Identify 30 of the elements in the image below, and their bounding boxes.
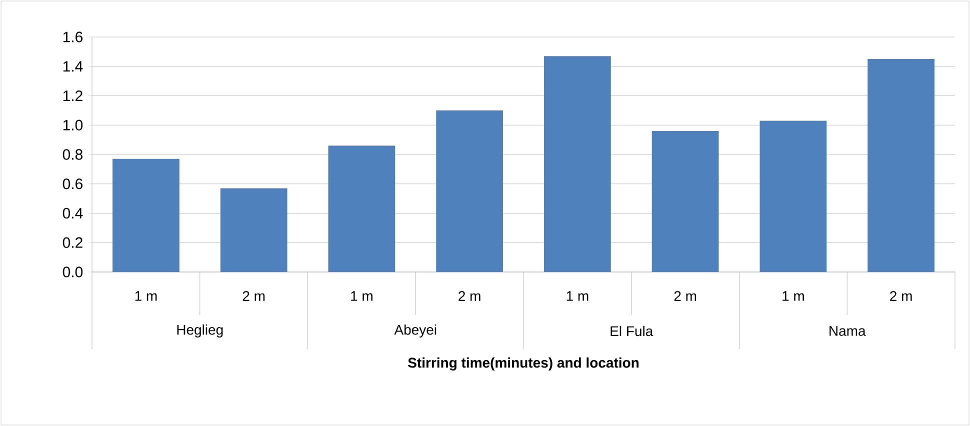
x-tick-label: 1 m (135, 291, 157, 301)
bar (436, 110, 503, 272)
x-tick-label: 1 m (566, 291, 588, 301)
y-tick-label: 0.6 (62, 178, 82, 190)
x-tick-label: 1 m (351, 291, 372, 301)
bar (868, 59, 934, 272)
text: El Fula (610, 326, 654, 336)
bar (328, 146, 396, 272)
x-tick-label: 2 m (674, 291, 696, 301)
bar (112, 158, 180, 272)
y-tick-label: 1.0 (63, 120, 83, 130)
text: Abeyei (394, 324, 436, 338)
x-tick-label: 1 m (782, 291, 804, 301)
y-tick-label: 1.4 (63, 61, 83, 72)
y-tick-label: 0.2 (62, 237, 82, 248)
y-tick-label: 1.2 (63, 90, 82, 101)
x-tick-label: 2 m (458, 291, 480, 301)
bar (652, 130, 719, 272)
y-tick-label: 1.6 (63, 32, 82, 42)
y-tick-label: 0.4 (62, 208, 83, 219)
x-tick-label: 2 m (242, 291, 265, 301)
bar (760, 120, 827, 272)
x-axis-title: Stirring time(minutes) and location (408, 357, 639, 371)
x-tick-label: 2 m (890, 291, 912, 301)
y-tick-label: 0.0 (62, 266, 83, 278)
text: Nama (830, 326, 866, 336)
y-tick-label: 0.8 (62, 149, 82, 160)
text: Heglieg (177, 324, 223, 338)
bar (544, 56, 611, 272)
bar (220, 188, 288, 272)
